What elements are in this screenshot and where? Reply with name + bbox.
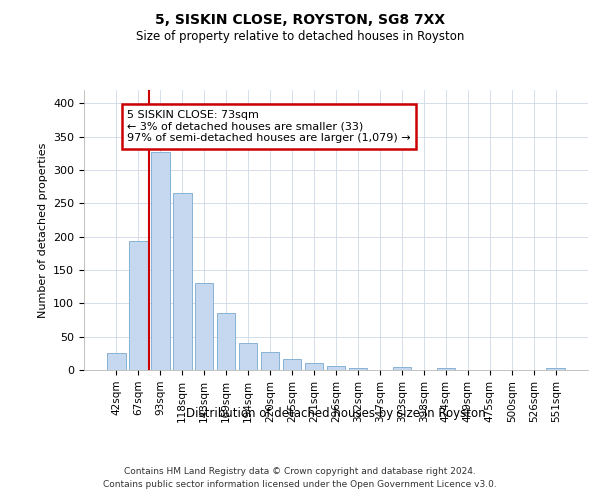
- Bar: [283, 360, 301, 370]
- Text: Contains HM Land Registry data © Crown copyright and database right 2024.: Contains HM Land Registry data © Crown c…: [124, 468, 476, 476]
- Bar: [151, 152, 170, 370]
- Bar: [107, 352, 125, 370]
- Bar: [195, 284, 214, 370]
- Bar: [392, 368, 411, 370]
- Text: 5 SISKIN CLOSE: 73sqm
← 3% of detached houses are smaller (33)
97% of semi-detac: 5 SISKIN CLOSE: 73sqm ← 3% of detached h…: [127, 110, 411, 143]
- Bar: [547, 368, 565, 370]
- Text: Contains public sector information licensed under the Open Government Licence v3: Contains public sector information licen…: [103, 480, 497, 489]
- Bar: [217, 314, 235, 370]
- Bar: [173, 194, 191, 370]
- Bar: [261, 352, 280, 370]
- Text: Distribution of detached houses by size in Royston: Distribution of detached houses by size …: [186, 408, 486, 420]
- Bar: [437, 368, 455, 370]
- Bar: [305, 364, 323, 370]
- Bar: [349, 368, 367, 370]
- Bar: [326, 366, 346, 370]
- Bar: [129, 242, 148, 370]
- Bar: [239, 344, 257, 370]
- Text: 5, SISKIN CLOSE, ROYSTON, SG8 7XX: 5, SISKIN CLOSE, ROYSTON, SG8 7XX: [155, 12, 445, 26]
- Y-axis label: Number of detached properties: Number of detached properties: [38, 142, 47, 318]
- Text: Size of property relative to detached houses in Royston: Size of property relative to detached ho…: [136, 30, 464, 43]
